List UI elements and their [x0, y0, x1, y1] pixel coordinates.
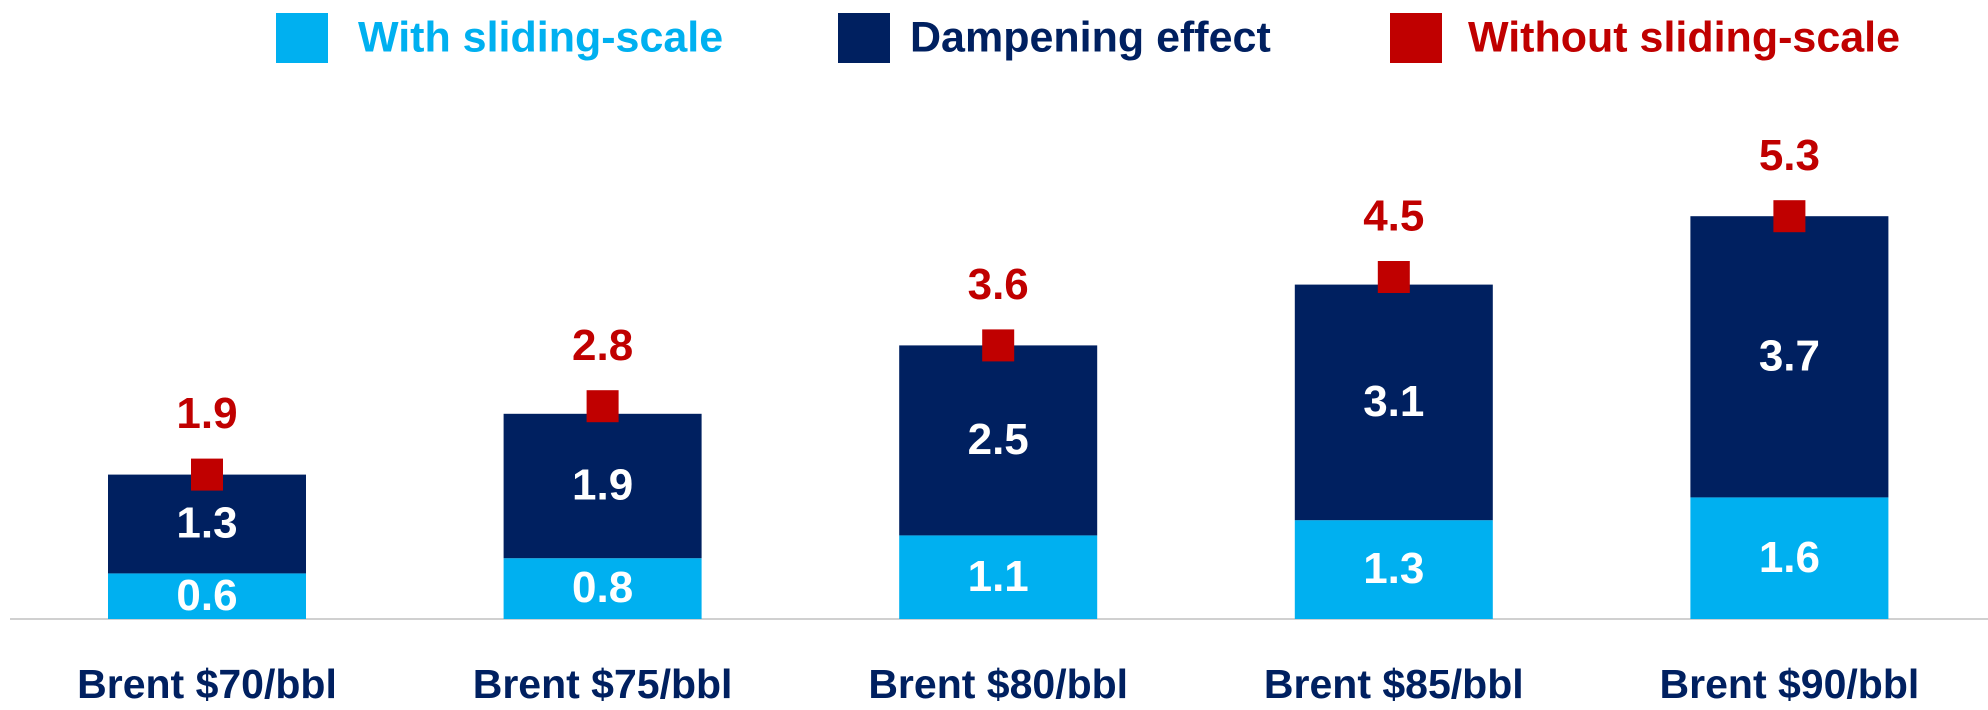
bar-label: 1.1	[968, 552, 1029, 601]
legend-label: Without sliding-scale	[1468, 13, 1900, 61]
marker-label: 4.5	[1363, 192, 1424, 241]
bar-label: 0.8	[572, 563, 633, 612]
marker-label: 2.8	[572, 321, 633, 370]
bar-segment	[899, 345, 1098, 536]
marker	[1773, 200, 1806, 233]
marker-label: 3.6	[968, 260, 1029, 309]
bar-label: 3.1	[1363, 377, 1424, 426]
bar-segment	[1294, 284, 1493, 521]
bar-label: 3.7	[1759, 331, 1820, 380]
bar-segment	[1294, 520, 1493, 619]
x-tick-label: Brent $70/bbl	[77, 661, 337, 707]
bar-segment	[108, 573, 306, 619]
marker	[982, 329, 1015, 362]
bar-label: 1.6	[1759, 533, 1820, 582]
marker-label: 1.9	[176, 389, 237, 438]
legend-label: Dampening effect	[910, 13, 1271, 61]
bar-label: 1.3	[176, 499, 237, 548]
marker	[586, 390, 619, 423]
x-tick-label: Brent $90/bbl	[1660, 661, 1920, 707]
bar-segment	[108, 474, 306, 574]
bar-label: 1.9	[572, 461, 633, 510]
x-tick-label: Brent $85/bbl	[1264, 661, 1524, 707]
bar-segment	[503, 558, 702, 619]
marker	[191, 458, 223, 491]
bar-label: 1.3	[1363, 544, 1424, 593]
bar-label: 2.5	[968, 415, 1029, 464]
x-tick-label: Brent $80/bbl	[868, 661, 1128, 707]
legend-swatch	[276, 13, 328, 63]
bar-segment	[899, 535, 1098, 619]
bar-segment	[1690, 497, 1889, 619]
bar-segment	[503, 413, 702, 559]
bar-segment	[1690, 216, 1889, 498]
legend-swatch	[1390, 13, 1442, 63]
bar-label: 0.6	[176, 571, 237, 620]
marker	[1377, 261, 1410, 293]
marker-label: 5.3	[1759, 131, 1820, 180]
x-tick-label: Brent $75/bbl	[473, 661, 733, 707]
legend-swatch	[838, 13, 890, 63]
legend-label: With sliding-scale	[358, 13, 723, 61]
